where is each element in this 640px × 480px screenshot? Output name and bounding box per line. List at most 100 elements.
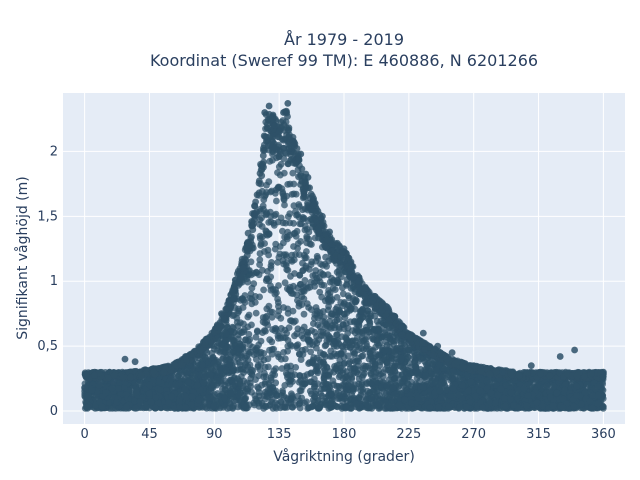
data-point bbox=[292, 233, 300, 240]
data-point bbox=[325, 405, 333, 412]
data-point bbox=[182, 393, 190, 401]
data-point bbox=[268, 259, 275, 266]
data-point bbox=[335, 271, 343, 278]
data-point bbox=[165, 399, 172, 407]
data-point bbox=[239, 304, 247, 311]
data-point bbox=[265, 363, 272, 371]
data-point bbox=[281, 201, 288, 209]
data-point bbox=[282, 400, 289, 407]
data-point bbox=[594, 383, 602, 390]
data-point bbox=[266, 401, 274, 409]
data-point bbox=[382, 327, 390, 334]
data-point bbox=[494, 391, 502, 399]
data-point bbox=[298, 293, 306, 300]
data-point bbox=[152, 404, 159, 412]
data-point bbox=[260, 286, 267, 294]
data-point bbox=[397, 390, 405, 398]
data-point bbox=[344, 330, 351, 337]
data-point bbox=[290, 220, 297, 227]
data-point bbox=[411, 348, 418, 356]
data-point bbox=[182, 404, 190, 411]
data-point bbox=[355, 393, 363, 401]
data-point bbox=[271, 245, 279, 253]
data-point bbox=[340, 360, 348, 368]
data-point bbox=[273, 197, 280, 205]
data-point bbox=[456, 403, 464, 411]
data-point bbox=[265, 230, 273, 238]
data-point bbox=[391, 348, 399, 355]
data-point bbox=[422, 360, 430, 368]
data-point bbox=[308, 378, 315, 386]
data-point bbox=[319, 261, 326, 269]
data-point bbox=[331, 318, 339, 326]
data-point bbox=[278, 365, 286, 372]
data-point bbox=[573, 382, 581, 390]
data-point bbox=[290, 318, 298, 326]
data-point bbox=[279, 387, 286, 395]
data-point bbox=[258, 214, 265, 222]
data-point bbox=[201, 373, 209, 381]
data-point bbox=[244, 337, 252, 345]
data-point bbox=[395, 382, 403, 390]
data-point bbox=[491, 399, 499, 407]
data-point bbox=[383, 382, 390, 390]
data-point bbox=[290, 190, 298, 198]
data-point bbox=[344, 324, 352, 332]
data-point bbox=[292, 251, 299, 258]
data-point bbox=[206, 371, 214, 379]
data-point bbox=[233, 319, 241, 326]
data-point bbox=[294, 392, 302, 400]
data-point bbox=[402, 385, 410, 392]
data-point bbox=[289, 307, 297, 315]
data-point bbox=[114, 385, 122, 392]
data-point bbox=[301, 277, 309, 284]
data-point bbox=[520, 385, 528, 393]
data-point bbox=[314, 321, 322, 329]
data-point bbox=[405, 373, 413, 381]
data-point bbox=[282, 262, 290, 269]
data-point bbox=[94, 387, 101, 395]
data-point bbox=[329, 278, 336, 286]
data-point bbox=[320, 374, 328, 382]
data-point bbox=[249, 343, 257, 351]
data-point bbox=[261, 240, 268, 247]
data-point bbox=[347, 305, 355, 312]
data-point bbox=[279, 227, 286, 235]
data-point bbox=[400, 365, 407, 372]
data-point bbox=[570, 403, 578, 410]
data-point bbox=[251, 401, 258, 409]
data-point bbox=[261, 319, 269, 327]
data-point bbox=[268, 338, 276, 346]
data-point bbox=[336, 384, 344, 392]
data-point bbox=[321, 297, 329, 305]
data-point bbox=[245, 311, 253, 319]
data-point bbox=[280, 196, 288, 204]
data-point bbox=[267, 374, 275, 382]
data-point bbox=[292, 364, 300, 371]
data-point bbox=[349, 387, 357, 395]
data-point bbox=[333, 331, 340, 339]
data-point bbox=[595, 391, 602, 399]
data-point bbox=[384, 359, 391, 367]
data-point bbox=[351, 381, 359, 389]
data-point bbox=[333, 294, 341, 301]
data-point bbox=[373, 387, 381, 395]
data-point bbox=[299, 350, 307, 358]
data-point bbox=[280, 239, 287, 247]
data-point bbox=[400, 339, 408, 347]
data-point bbox=[389, 367, 396, 374]
data-point bbox=[268, 314, 276, 321]
data-point bbox=[265, 219, 273, 226]
data-point bbox=[318, 385, 325, 393]
data-point bbox=[327, 347, 335, 355]
data-point bbox=[284, 305, 292, 313]
data-point bbox=[262, 373, 270, 380]
data-point bbox=[336, 392, 343, 399]
data-point bbox=[581, 389, 589, 397]
data-point bbox=[157, 386, 164, 394]
data-point bbox=[285, 324, 293, 331]
data-point bbox=[297, 356, 305, 363]
data-point bbox=[341, 310, 348, 318]
data-point bbox=[254, 328, 261, 336]
